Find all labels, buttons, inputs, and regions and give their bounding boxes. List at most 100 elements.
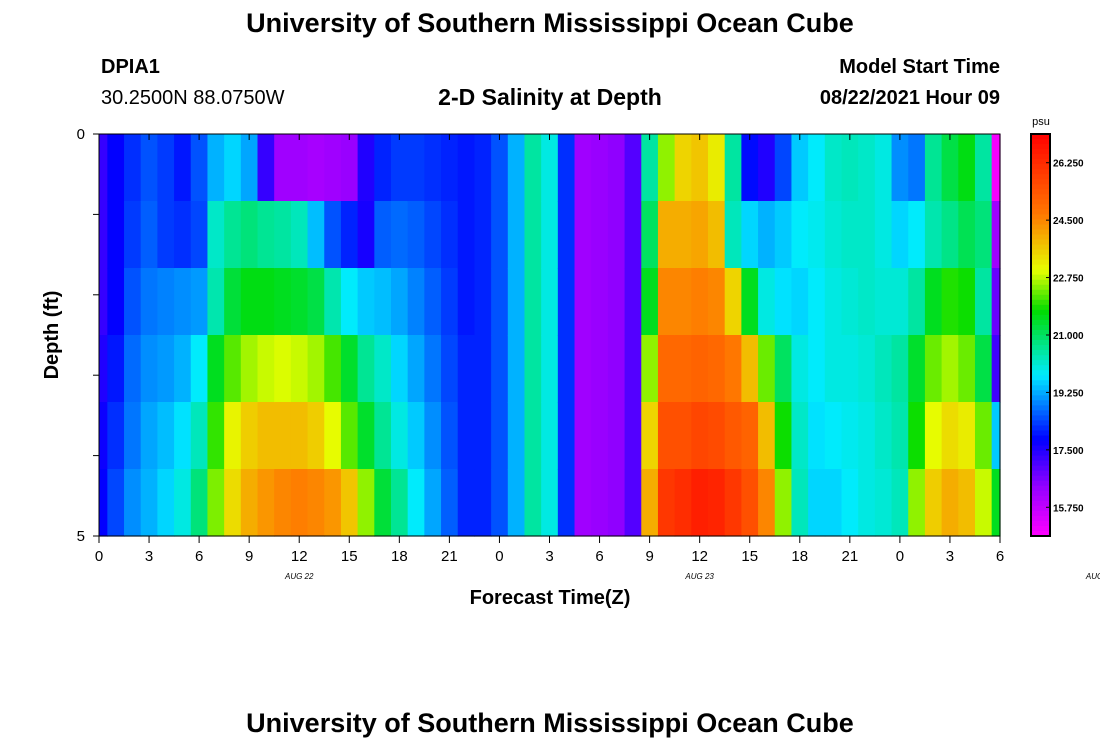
heatmap-cell	[474, 469, 492, 537]
heatmap-cell	[774, 134, 793, 202]
heatmap-cell	[257, 335, 275, 403]
heatmap-cell	[574, 402, 592, 470]
colorbar-segment	[1031, 475, 1050, 482]
colorbar-segment	[1031, 139, 1050, 145]
heatmap-cell	[557, 268, 576, 336]
heatmap-cell	[758, 335, 776, 403]
heatmap-cell	[207, 469, 225, 537]
heatmap-cell	[207, 335, 225, 403]
heatmap-cell	[974, 402, 993, 470]
heatmap-cell	[708, 469, 726, 537]
colorbar-segment	[1031, 239, 1050, 246]
footer-title: University of Southern Mississippi Ocean…	[246, 708, 854, 738]
heatmap-cell	[174, 335, 192, 403]
heatmap-cell	[641, 402, 659, 470]
colorbar-segment	[1031, 254, 1050, 261]
heatmap-cell	[190, 469, 209, 537]
heatmap-cell	[390, 402, 409, 470]
colorbar-segment	[1031, 525, 1050, 532]
colorbar-segment	[1031, 184, 1050, 190]
station-id: DPIA1	[101, 56, 160, 78]
heatmap-cell	[407, 134, 425, 202]
colorbar-segment	[1031, 415, 1050, 422]
colorbar-segment	[1031, 530, 1050, 537]
date-label: AUG 24	[1085, 572, 1100, 581]
colorbar-segment	[1031, 159, 1050, 165]
heatmap-cell	[257, 469, 275, 537]
heatmap-cell	[174, 201, 192, 269]
colorbar-tick-label: 26.250	[1053, 159, 1084, 170]
colorbar-segment	[1031, 520, 1050, 527]
heatmap-cell	[541, 335, 559, 403]
heatmap-cell	[274, 469, 292, 537]
heatmap-cell	[741, 335, 759, 403]
heatmap-cell	[841, 402, 859, 470]
heatmap-cell	[958, 402, 976, 470]
heatmap-cell	[524, 402, 542, 470]
colorbar-segment	[1031, 500, 1050, 507]
heatmap-cell	[274, 402, 292, 470]
heatmap-cell	[607, 201, 626, 269]
heatmap-cell	[941, 201, 959, 269]
heatmap-cell	[674, 402, 692, 470]
heatmap-cell	[474, 134, 492, 202]
heatmap-cell	[491, 402, 509, 470]
heatmap-cell	[758, 201, 776, 269]
heatmap-cell	[557, 201, 576, 269]
colorbar-segment	[1031, 430, 1050, 437]
x-tick-label: 15	[741, 548, 758, 565]
heatmap-cell	[791, 402, 809, 470]
heatmap-cell	[708, 134, 726, 202]
heatmap-cell	[274, 134, 292, 202]
heatmap-cell	[691, 469, 709, 537]
colorbar: 26.250 24.500 22.750 21.000 19.250 17.500 15.7…	[1030, 133, 1084, 537]
heatmap-cell	[124, 469, 142, 537]
heatmap-cell	[541, 469, 559, 537]
heatmap-cell	[374, 134, 392, 202]
heatmap-cell	[774, 469, 793, 537]
colorbar-segment	[1031, 319, 1050, 326]
colorbar-segment	[1031, 314, 1050, 321]
heatmap-cell	[841, 335, 859, 403]
axes: 0 3 6 9 12 15 18 21 0 3 6 9 12 15 18 21 0 3 6 AUG 22 AUG 23 A…	[77, 126, 1100, 581]
plot-title: 2-D Salinity at Depth	[438, 84, 662, 110]
heatmap-cell	[891, 402, 909, 470]
heatmap-cell	[958, 134, 976, 202]
x-tick-label: 18	[791, 548, 808, 565]
colorbar-tick-label: 19.250	[1053, 388, 1084, 399]
heatmap-cell	[374, 201, 392, 269]
heatmap-cell	[124, 134, 142, 202]
x-tick-label: 9	[645, 548, 653, 565]
heatmap-cell	[657, 268, 676, 336]
heatmap-cell	[140, 335, 158, 403]
colorbar-segment	[1031, 329, 1050, 336]
heatmap-cell	[240, 268, 259, 336]
heatmap-cell	[824, 402, 843, 470]
heatmap-cell	[107, 469, 125, 537]
heatmap-cell	[891, 469, 909, 537]
heatmap-cell	[374, 335, 392, 403]
heatmap-cell	[207, 402, 225, 470]
colorbar-segment	[1031, 164, 1050, 170]
colorbar-segment	[1031, 219, 1050, 226]
heatmap-cell	[99, 402, 108, 470]
colorbar-segment	[1031, 355, 1050, 361]
heatmap-cell	[774, 268, 793, 336]
heatmap-cell	[991, 268, 1001, 336]
colorbar-segment	[1031, 400, 1050, 406]
heatmap-cell	[457, 469, 476, 537]
heatmap-cell	[224, 402, 242, 470]
heatmap-cell	[974, 134, 993, 202]
heatmap-cell	[340, 402, 359, 470]
heatmap-cell	[858, 268, 876, 336]
heatmap-cell	[407, 402, 425, 470]
heatmap-cell	[607, 402, 626, 470]
colorbar-segment	[1031, 365, 1050, 371]
heatmap-cell	[407, 335, 425, 403]
heatmap-cell	[124, 335, 142, 403]
colorbar-segment	[1031, 420, 1050, 427]
heatmap-cell	[190, 268, 209, 336]
x-tick-label: 21	[841, 548, 858, 565]
heatmap-cell	[791, 335, 809, 403]
heatmap-cell	[557, 469, 576, 537]
